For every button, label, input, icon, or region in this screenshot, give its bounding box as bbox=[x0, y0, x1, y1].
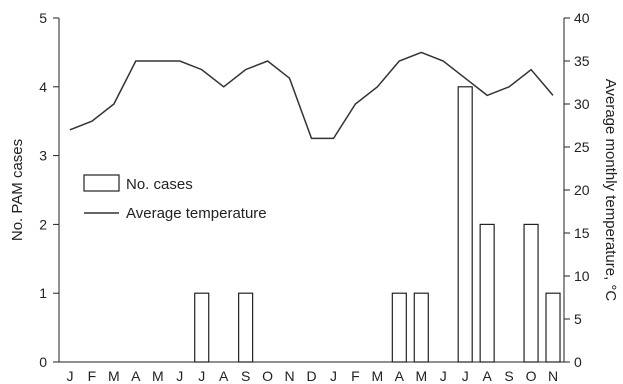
x-tick-label: A bbox=[219, 368, 229, 384]
legend-label-cases: No. cases bbox=[126, 176, 193, 193]
left-tick-label: 4 bbox=[39, 79, 47, 95]
case-bar bbox=[238, 292, 254, 363]
y2-axis-title: Average monthly temperature, °C bbox=[602, 79, 619, 302]
right-tick-label: 40 bbox=[574, 10, 590, 26]
legend: No. cases Average temperature bbox=[83, 174, 267, 222]
x-tick-label: M bbox=[415, 368, 427, 384]
y-axis-title: No. PAM cases bbox=[9, 139, 26, 241]
right-tick-label: 5 bbox=[574, 311, 582, 327]
x-tick-label: N bbox=[284, 368, 294, 384]
x-tick-label: M bbox=[108, 368, 120, 384]
case-bar bbox=[523, 223, 539, 363]
right-tick-label: 25 bbox=[574, 139, 590, 155]
case-bar bbox=[194, 292, 210, 363]
case-bar bbox=[479, 223, 495, 363]
x-tick-label: O bbox=[262, 368, 273, 384]
right-tick-label: 10 bbox=[574, 268, 590, 284]
legend-bar-swatch bbox=[83, 174, 120, 192]
temperature-line bbox=[69, 51, 554, 140]
x-tick-label: S bbox=[241, 368, 250, 384]
x-tick-label: F bbox=[88, 368, 97, 384]
left-tick-label: 3 bbox=[39, 148, 47, 164]
case-bar bbox=[413, 292, 429, 363]
x-tick-label: A bbox=[131, 368, 141, 384]
case-bar bbox=[391, 292, 407, 363]
case-bar bbox=[545, 292, 561, 363]
x-tick-label: M bbox=[152, 368, 164, 384]
left-tick-label: 1 bbox=[39, 285, 47, 301]
right-axis-ticks: 0 5 10 15 20 25 30 35 40 bbox=[564, 10, 590, 370]
x-tick-label: F bbox=[351, 368, 360, 384]
x-tick-label: J bbox=[176, 368, 183, 384]
x-tick-label: J bbox=[66, 368, 73, 384]
left-tick-label: 0 bbox=[39, 354, 47, 370]
x-tick-label: N bbox=[548, 368, 558, 384]
bar-series bbox=[194, 86, 561, 363]
right-tick-label: 35 bbox=[574, 53, 590, 69]
x-tick-label: D bbox=[306, 368, 316, 384]
x-tick-label: J bbox=[198, 368, 205, 384]
x-tick-label: J bbox=[462, 368, 469, 384]
x-tick-label: S bbox=[504, 368, 513, 384]
x-tick-label: A bbox=[395, 368, 405, 384]
right-tick-label: 15 bbox=[574, 225, 590, 241]
right-tick-label: 20 bbox=[574, 182, 590, 198]
case-bar bbox=[457, 86, 473, 363]
x-tick-label: A bbox=[482, 368, 492, 384]
right-tick-label: 30 bbox=[574, 96, 590, 112]
legend-label-temperature: Average temperature bbox=[126, 205, 267, 222]
x-tick-label: O bbox=[526, 368, 537, 384]
x-tick-label: M bbox=[372, 368, 384, 384]
left-axis-ticks: 0 1 2 3 4 5 bbox=[39, 10, 59, 370]
right-tick-label: 0 bbox=[574, 354, 582, 370]
x-tick-label: J bbox=[330, 368, 337, 384]
left-tick-label: 2 bbox=[39, 216, 47, 232]
left-tick-label: 5 bbox=[39, 10, 47, 26]
x-tick-label: J bbox=[440, 368, 447, 384]
